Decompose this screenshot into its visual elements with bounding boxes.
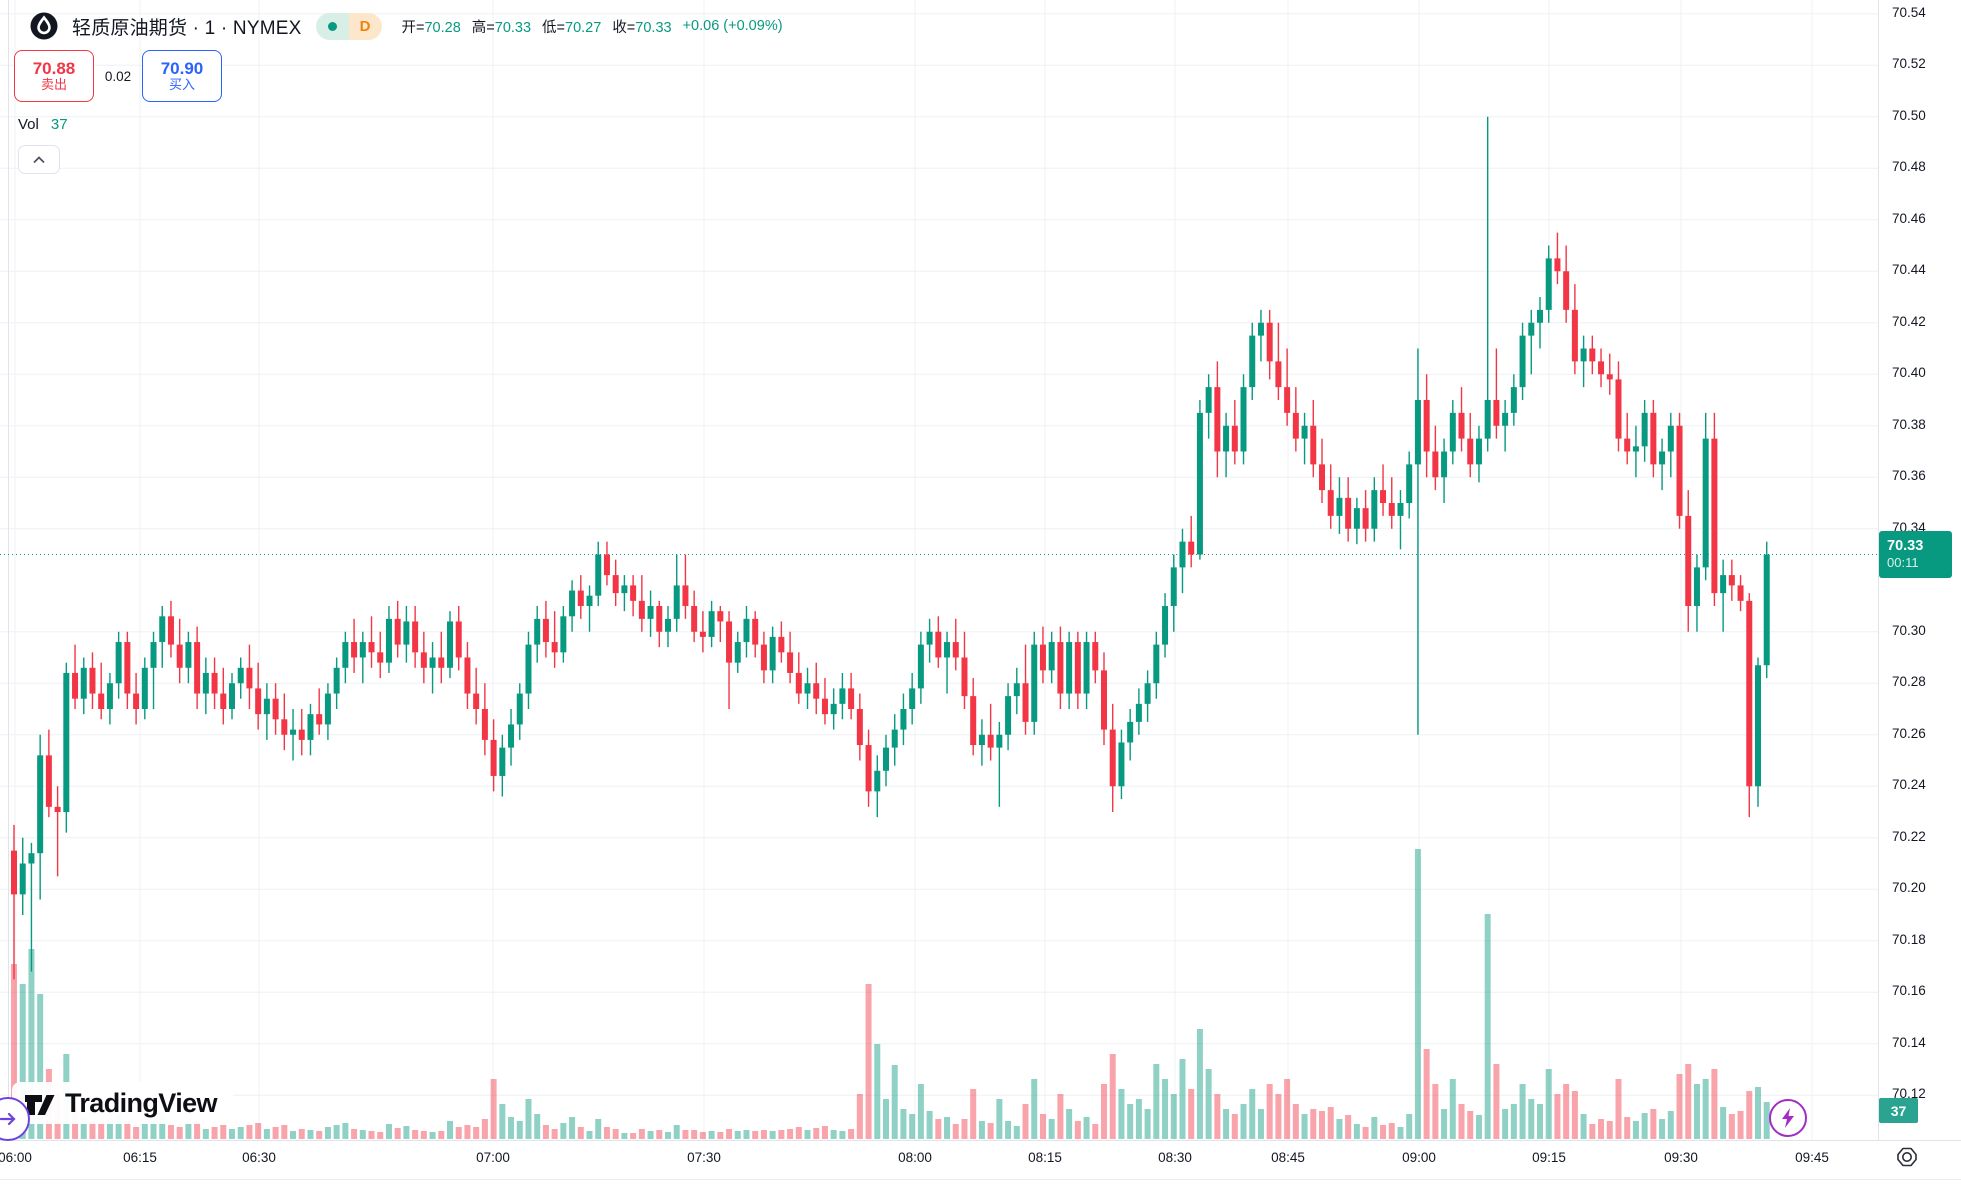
volume-indicator-label: Vol [18,116,39,133]
sell-button[interactable]: 70.88 卖出 [14,50,94,102]
price-axis-label: 70.24 [1892,777,1926,793]
chevron-up-icon [33,155,45,163]
price-axis-label: 70.20 [1892,880,1926,896]
time-axis-label: 07:00 [476,1150,510,1165]
gear-icon [1897,1147,1917,1166]
price-axis-label: 70.40 [1892,365,1926,381]
time-axis-label: 08:45 [1271,1150,1305,1165]
price-axis-label: 70.16 [1892,983,1926,999]
bottom-divider [0,1179,1961,1180]
time-axis-label: 06:30 [242,1150,276,1165]
price-axis-label: 70.30 [1892,622,1926,638]
symbol-legend: 轻质原油期货 · 1 · NYMEX D 开=70.28 高=70.33 低=7… [30,11,783,41]
volume-axis-badge: 37 [1879,1098,1918,1123]
interval-pill[interactable]: D [315,12,382,40]
price-axis-label: 70.28 [1892,674,1926,690]
timezone-settings-button[interactable] [1893,1143,1921,1170]
order-panel: 70.88 卖出 0.02 70.90 买入 [14,50,222,102]
price-axis-label: 70.12 [1892,1086,1926,1102]
price-axis-label: 70.42 [1892,313,1926,329]
time-axis-label: 08:15 [1028,1150,1062,1165]
time-axis-label: 09:45 [1795,1150,1829,1165]
volume-indicator-value: 37 [50,116,68,133]
price-axis-label: 70.14 [1892,1034,1926,1050]
tradingview-logo[interactable]: TradingView [12,1082,233,1124]
price-axis-label: 70.48 [1892,159,1926,175]
chart-grid [0,0,1878,1140]
collapse-legend-button[interactable] [18,145,60,174]
bar-countdown: 00:11 [1887,555,1919,571]
price-axis-label: 70.18 [1892,931,1926,947]
lightning-bolt-icon [1782,1108,1794,1128]
last-price-badge[interactable]: 70.33 00:11 [1879,531,1952,578]
time-axis-label: 09:00 [1402,1150,1436,1165]
ohlc-values: 开=70.28 高=70.33 低=70.27 收=70.33 +0.06 (+… [401,18,783,36]
tradingview-mark-icon [25,1095,55,1115]
lightning-trade-icon[interactable] [1769,1099,1807,1137]
market-status-dot [327,21,337,31]
volume-series [11,849,1770,1139]
time-axis-label: 08:00 [898,1150,932,1165]
price-axis-label: 70.44 [1892,262,1926,278]
price-axis-label: 70.36 [1892,468,1926,484]
volume-indicator-row[interactable]: Vol 37 [18,116,68,133]
time-axis-label: 06:00 [0,1150,32,1165]
arrow-right-icon [0,1112,16,1126]
spread-value: 0.02 [104,68,132,84]
time-axis-label: 09:30 [1664,1150,1698,1165]
time-axis-label: 08:30 [1158,1150,1192,1165]
price-axis-label: 70.50 [1892,107,1926,123]
price-axis-label: 70.54 [1892,4,1926,20]
time-axis-label: 06:15 [123,1150,157,1165]
time-axis-label: 07:30 [687,1150,721,1165]
tradingview-logo-text: TradingView [65,1087,218,1118]
interval-d-badge[interactable]: D [348,12,382,40]
oil-drop-icon [30,12,58,40]
candlestick-series [11,116,1770,980]
symbol-title[interactable]: 轻质原油期货 · 1 · NYMEX [72,17,302,39]
price-axis-label: 70.26 [1892,725,1926,741]
price-axis-label: 70.38 [1892,416,1926,432]
price-axis-label: 70.22 [1892,828,1926,844]
price-axis-label: 70.52 [1892,56,1926,72]
time-axis-label: 09:15 [1532,1150,1566,1165]
price-axis-label: 70.46 [1892,210,1926,226]
buy-button[interactable]: 70.90 买入 [142,50,222,102]
change-value: +0.06 (+0.09%) [682,18,783,34]
